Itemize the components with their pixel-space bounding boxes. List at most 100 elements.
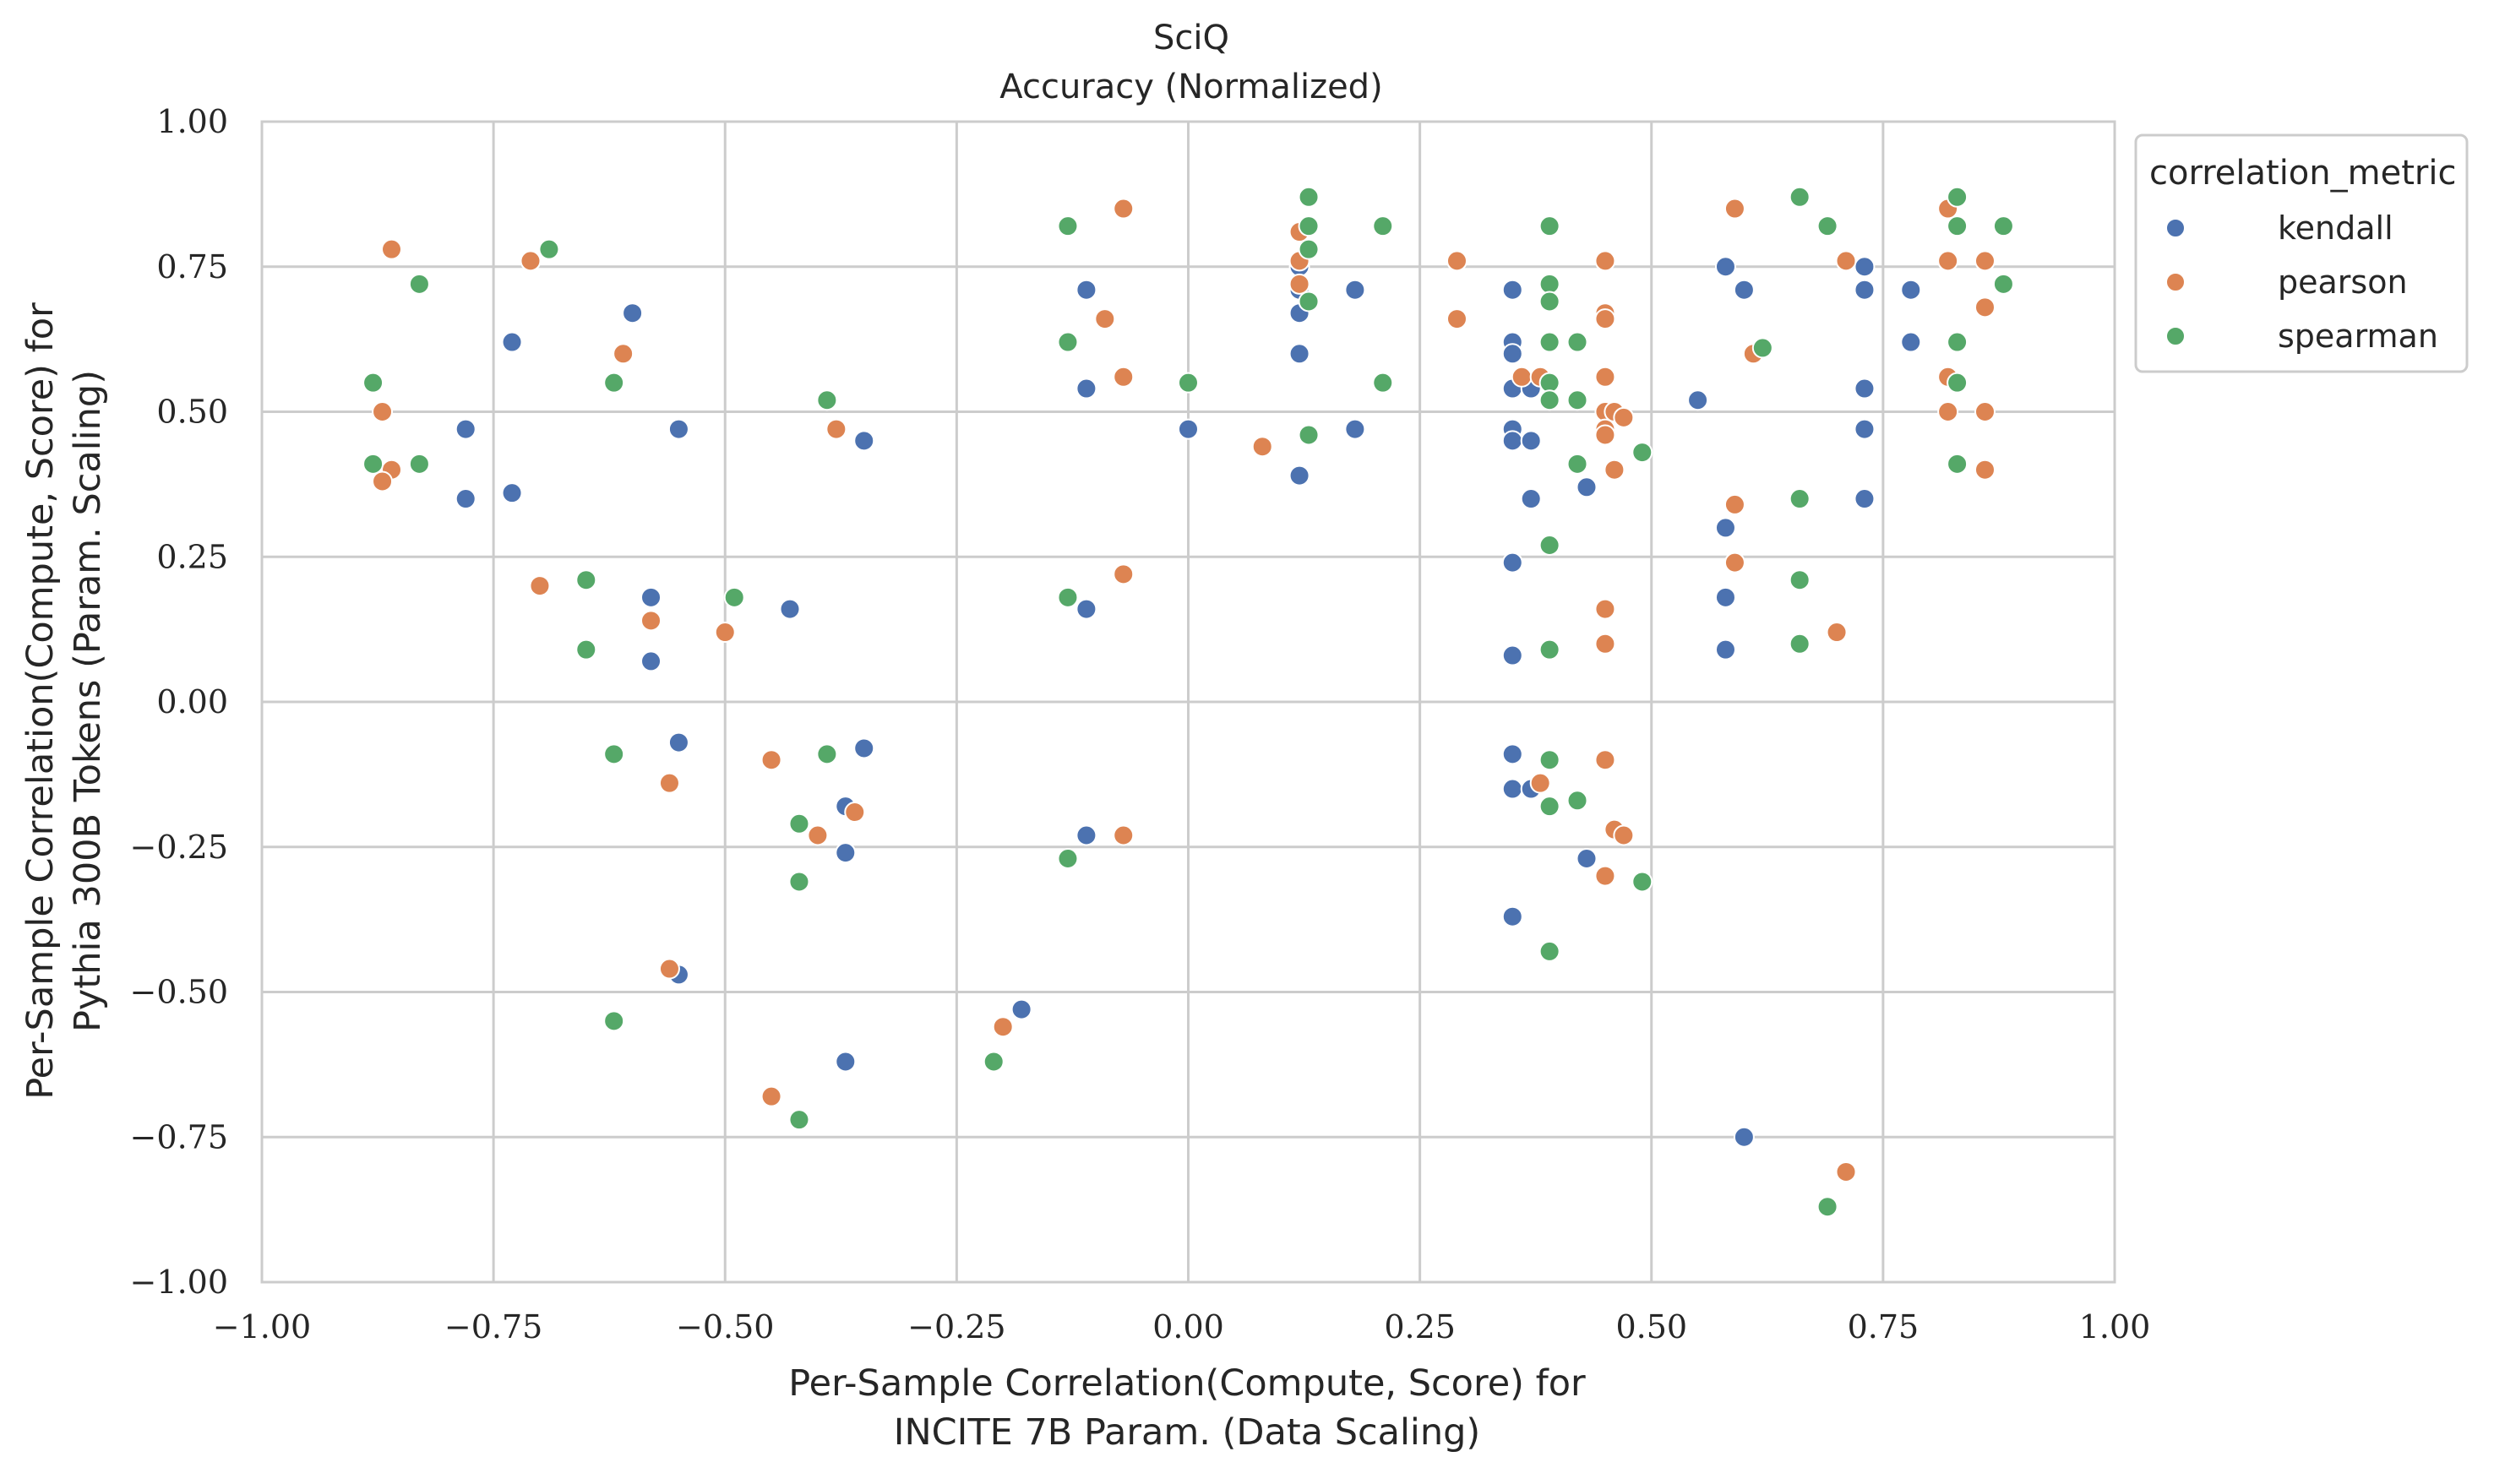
data-point-pearson [520, 250, 542, 272]
data-point-spearman [408, 453, 430, 475]
data-point-spearman [1057, 331, 1079, 353]
y-tick-label: −0.50 [130, 974, 228, 1011]
legend-label-pearson: pearson [2278, 264, 2408, 301]
data-point-kendall [779, 598, 801, 620]
data-point-kendall [1576, 476, 1598, 498]
data-point-spearman [1631, 871, 1653, 893]
data-point-pearson [760, 749, 782, 771]
data-point-spearman [1816, 215, 1838, 237]
x-axis-ticks: −1.00 −0.75 −0.50 −0.25 0.00 0.25 0.50 0.75 1.00 [213, 1308, 2151, 1345]
data-point-spearman [1566, 331, 1588, 353]
data-point-pearson [1251, 436, 1273, 458]
data-point-kendall [501, 331, 523, 353]
data-point-kendall [640, 650, 662, 672]
data-point-kendall [1075, 598, 1097, 620]
data-point-kendall [835, 842, 857, 864]
data-point-spearman [1057, 847, 1079, 869]
data-point-kendall [1687, 389, 1709, 411]
data-point-spearman [1178, 372, 1199, 394]
data-point-kendall [1288, 343, 1310, 365]
data-point-kendall [1854, 378, 1876, 400]
data-point-spearman [1057, 586, 1079, 608]
data-point-pearson [1288, 273, 1310, 295]
legend-marker-spearman [2165, 326, 2186, 346]
data-point-spearman [1992, 215, 2014, 237]
data-point-spearman [1538, 372, 1560, 394]
chart-title: SciQ [1153, 19, 1229, 57]
chart-subtitle: Accuracy (Normalized) [999, 68, 1382, 106]
data-point-spearman [788, 1109, 810, 1131]
data-point-pearson [640, 610, 662, 632]
data-point-kendall [1714, 256, 1736, 278]
data-point-spearman [408, 273, 430, 295]
data-point-spearman [816, 389, 838, 411]
data-point-kendall [1501, 644, 1523, 666]
data-point-spearman [1789, 488, 1811, 510]
data-point-spearman [788, 871, 810, 893]
data-point-kendall [1733, 279, 1755, 301]
data-point-kendall [1900, 279, 1922, 301]
legend-label-kendall: kendall [2278, 209, 2393, 247]
data-point-pearson [1826, 622, 1848, 644]
data-point-spearman [1538, 331, 1560, 353]
data-point-kendall [640, 586, 662, 608]
data-point-spearman [575, 639, 597, 660]
data-point-pearson [1594, 633, 1616, 655]
data-point-spearman [1538, 749, 1560, 771]
data-point-pearson [1723, 552, 1745, 573]
data-point-pearson [1974, 459, 1996, 481]
data-point-spearman [1538, 535, 1560, 557]
x-tick-label: −1.00 [213, 1308, 311, 1345]
data-point-pearson [844, 802, 866, 824]
data-point-pearson [1723, 198, 1745, 220]
data-point-kendall [1010, 998, 1032, 1020]
data-point-pearson [714, 622, 736, 644]
data-point-pearson [1594, 424, 1616, 446]
data-point-pearson [992, 1016, 1014, 1038]
data-point-spearman [603, 372, 625, 394]
data-point-pearson [807, 824, 829, 846]
data-point-pearson [1937, 250, 1959, 272]
x-tick-label: 0.00 [1152, 1308, 1224, 1345]
data-point-kendall [667, 731, 689, 753]
x-tick-label: 0.50 [1615, 1308, 1687, 1345]
data-point-pearson [1113, 366, 1135, 388]
data-point-pearson [1604, 459, 1625, 481]
data-point-spearman [1298, 424, 1320, 446]
data-point-spearman [1538, 291, 1560, 313]
data-point-kendall [455, 488, 476, 510]
y-tick-label: 0.25 [156, 538, 228, 575]
data-point-spearman [362, 453, 384, 475]
data-point-kendall [1501, 778, 1523, 800]
data-point-spearman [1057, 215, 1079, 237]
data-point-pearson [1113, 824, 1135, 846]
data-point-kendall [1714, 586, 1736, 608]
y-tick-label: −0.25 [130, 829, 228, 866]
data-point-spearman [1372, 372, 1394, 394]
data-point-spearman [1789, 569, 1811, 591]
y-tick-label: 0.75 [156, 248, 228, 285]
data-point-pearson [1974, 401, 1996, 422]
data-point-spearman [1298, 238, 1320, 260]
data-point-pearson [1937, 401, 1959, 422]
x-tick-label: −0.75 [444, 1308, 542, 1345]
data-point-pearson [1594, 308, 1616, 330]
data-point-kendall [1520, 488, 1542, 510]
data-point-spearman [816, 743, 838, 765]
y-axis-label-line1: Per-Sample Correlation(Compute, Score) f… [19, 302, 62, 1100]
data-point-spearman [1631, 442, 1653, 464]
data-point-spearman [538, 238, 560, 260]
data-point-kendall [1075, 824, 1097, 846]
data-point-kendall [1501, 343, 1523, 365]
data-point-pearson [1594, 865, 1616, 887]
data-point-pearson [381, 238, 403, 260]
plot-frame [260, 120, 2116, 1284]
data-point-pearson [613, 343, 634, 365]
data-point-kendall [1501, 430, 1523, 452]
data-point-kendall [1854, 418, 1876, 440]
data-point-pearson [1594, 250, 1616, 272]
data-point-kendall [1854, 256, 1876, 278]
data-point-pearson [1974, 250, 1996, 272]
data-point-pearson [372, 401, 394, 422]
